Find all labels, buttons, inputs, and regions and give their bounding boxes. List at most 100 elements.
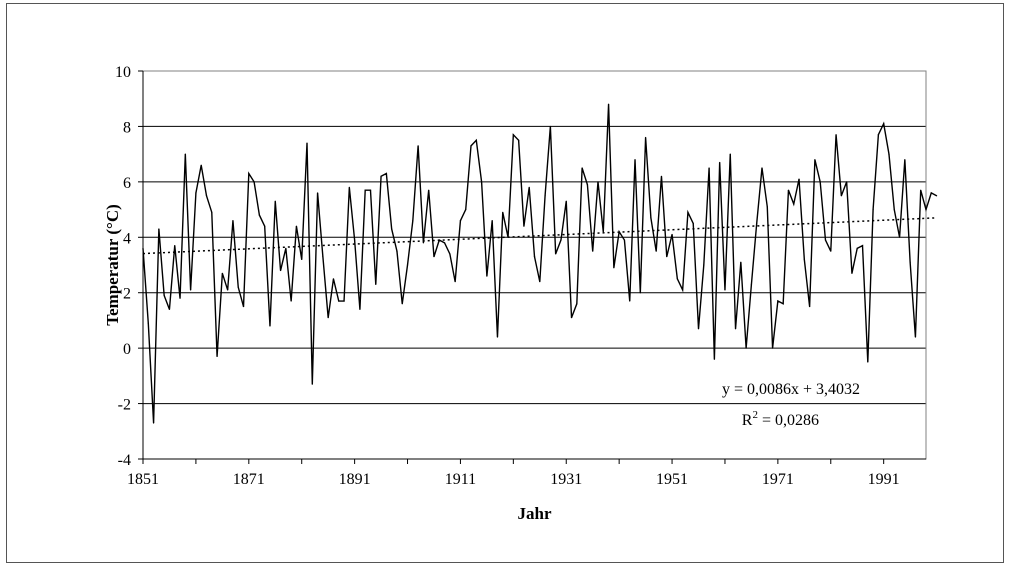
data-point [729, 153, 731, 155]
data-point [819, 181, 821, 183]
data-point [824, 239, 827, 241]
data-point [655, 250, 657, 252]
data-point [877, 134, 879, 136]
axes [138, 70, 926, 464]
data-point [861, 245, 864, 247]
data-point [158, 228, 160, 230]
data-point [322, 256, 324, 258]
data-point [385, 172, 387, 175]
data-point [200, 164, 202, 166]
data-point [787, 189, 790, 191]
data-point [470, 145, 472, 147]
data-point [835, 134, 837, 136]
data-point [856, 247, 858, 249]
data-point [650, 217, 652, 219]
data-point [607, 103, 610, 105]
data-point [348, 186, 350, 188]
data-point [803, 258, 805, 261]
data-point [645, 136, 647, 139]
data-point [830, 250, 832, 252]
data-point [401, 303, 403, 305]
r-squared-value: = 0,0286 [758, 412, 819, 429]
data-point [930, 192, 932, 194]
data-point [814, 159, 816, 161]
data-point [279, 269, 282, 272]
data-point [449, 253, 451, 255]
data-point [253, 181, 255, 183]
data-point [168, 308, 171, 310]
data-point [438, 239, 440, 241]
data-point [555, 253, 557, 255]
data-point [898, 236, 901, 238]
data-point [248, 172, 250, 175]
data-point [316, 192, 319, 194]
data-point [264, 225, 266, 227]
temperature-series-line [142, 104, 937, 424]
data-point [205, 195, 208, 197]
data-point [565, 200, 567, 202]
data-point [375, 283, 377, 285]
data-point [359, 308, 361, 310]
x-tick-label: 1951 [656, 471, 688, 488]
data-point [539, 281, 541, 283]
x-tick-label: 1991 [868, 471, 900, 488]
chart-frame: -4 -2 0 2 4 6 8 10 1851 1871 1891 1911 1931 1951 1971 1… [6, 3, 1004, 563]
data-point [184, 153, 186, 155]
data-point [417, 145, 419, 147]
data-point [925, 208, 927, 211]
data-point [682, 289, 684, 291]
data-point [623, 239, 626, 241]
data-point [750, 283, 753, 285]
data-point [888, 153, 890, 155]
data-point [586, 184, 589, 186]
data-point [893, 208, 895, 211]
data-point [422, 242, 424, 244]
x-tick-label: 1851 [127, 471, 159, 488]
x-tick-label: 1911 [445, 471, 476, 488]
data-point [406, 264, 409, 266]
data-point [354, 239, 356, 241]
data-point [221, 272, 223, 274]
data-point [269, 325, 271, 327]
data-point [692, 222, 694, 225]
data-point [523, 225, 525, 227]
data-point [592, 250, 594, 252]
r-squared-label: R2 = 0,0286 [742, 409, 819, 429]
data-point [518, 139, 520, 141]
trendline-layer [142, 217, 937, 255]
data-point [459, 220, 462, 222]
data-point [242, 305, 245, 308]
data-point [237, 286, 239, 288]
y-tick-label: 4 [123, 230, 131, 247]
data-point [676, 278, 678, 280]
data-point [920, 189, 922, 191]
data-point [798, 178, 800, 180]
data-point [311, 383, 313, 385]
data-point [190, 289, 192, 291]
data-point [396, 250, 398, 252]
data-point [613, 267, 615, 269]
data-point [480, 181, 483, 183]
data-point [533, 256, 536, 258]
data-point [629, 300, 631, 302]
r-squared-base: R [742, 412, 753, 429]
data-point [258, 214, 260, 216]
data-point [745, 347, 747, 349]
data-point [486, 275, 488, 277]
plot-area-border [142, 70, 927, 460]
data-point [761, 167, 763, 169]
data-point [724, 289, 726, 291]
data-point [491, 220, 493, 222]
data-point [782, 303, 784, 305]
data-point [602, 231, 604, 233]
data-point [433, 256, 435, 258]
data-point [883, 123, 885, 125]
data-point [338, 300, 340, 302]
x-axis-title: Jahr [518, 504, 552, 523]
x-tick-label: 1971 [762, 471, 794, 488]
data-point [872, 208, 874, 211]
data-point [502, 211, 504, 213]
data-point [179, 297, 181, 299]
y-axis-title: Temperatur (°C) [103, 204, 122, 326]
data-point [195, 192, 197, 194]
